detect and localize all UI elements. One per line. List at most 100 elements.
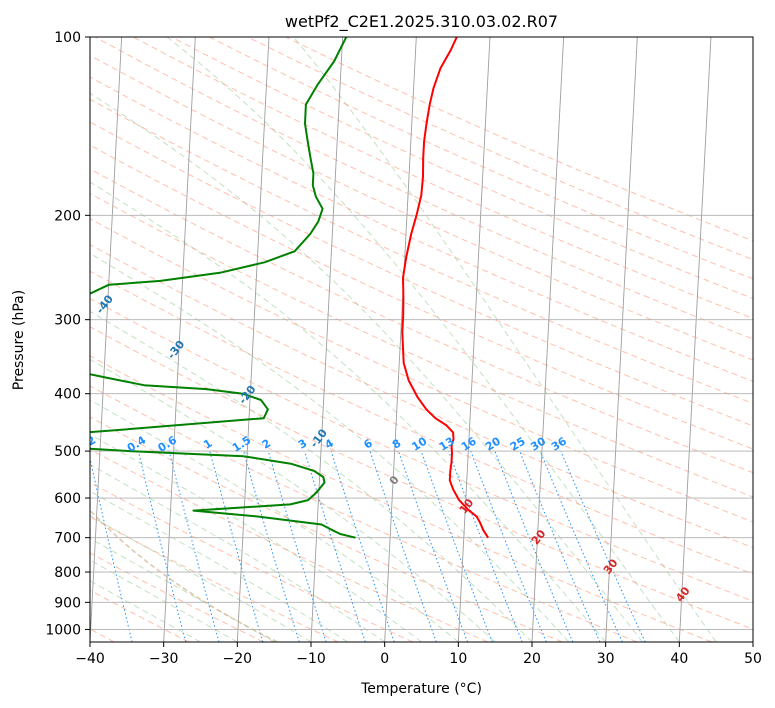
dewpoint-profile (90, 37, 356, 539)
mixing-ratio-label: 1 (201, 437, 214, 452)
mixing-ratio-line (448, 450, 523, 642)
moist-adiabat (90, 559, 238, 642)
x-tick-label: 10 (449, 651, 467, 667)
x-tick-label: −30 (149, 651, 179, 667)
mixing-ratio-line (267, 450, 327, 642)
isotherm-line (457, 37, 491, 642)
moist-adiabat (90, 358, 496, 642)
warm-isotherm-label: 40 (673, 584, 693, 604)
dry-adiabat (90, 168, 753, 474)
isotherms (90, 37, 753, 642)
y-tick-label: 300 (54, 313, 81, 329)
y-axis-title: Pressure (hPa) (11, 290, 27, 390)
y-tick-label: 700 (54, 531, 81, 547)
moist-adiabat (90, 515, 312, 642)
mixing-ratio-line (209, 450, 264, 642)
y-tick-label: 200 (54, 208, 81, 224)
mixing-ratio-line (494, 450, 574, 642)
mixing-ratio-line (168, 450, 220, 642)
temperature-profile (401, 37, 489, 539)
x-tick-label: 20 (523, 651, 541, 667)
mixing-ratio-line (90, 456, 133, 642)
isotherm-line (90, 37, 123, 642)
dry-adiabats (90, 37, 753, 642)
dry-adiabat (90, 121, 753, 427)
mixing-ratio-label: 1.5 (230, 433, 253, 454)
x-tick-label: 50 (744, 651, 762, 667)
dry-adiabat (209, 37, 753, 280)
x-tick-label: 30 (597, 651, 615, 667)
dry-adiabat (90, 589, 190, 642)
moist-adiabat (90, 252, 570, 642)
y-axis: 100 200 300 400 500 600 700 800 900 1000 (45, 30, 90, 638)
x-tick-label: −10 (296, 651, 326, 667)
isotherm-line (310, 37, 344, 642)
isotherm-line (531, 37, 565, 642)
mixing-ratio-line (398, 450, 468, 642)
dry-adiabat (132, 37, 753, 320)
dry-adiabat (90, 98, 753, 404)
y-tick-label: 1000 (45, 622, 81, 638)
lcl-line (90, 509, 278, 642)
pressure-gridlines (90, 37, 753, 630)
profile-series (90, 37, 489, 539)
mixing-ratio-lines (90, 450, 646, 642)
dry-adiabat (90, 54, 753, 361)
dry-adiabat (90, 385, 638, 642)
dry-adiabat (90, 192, 753, 498)
x-tick-label: −20 (223, 651, 253, 667)
isotherm-label: -40 (94, 292, 117, 316)
dry-adiabat (90, 76, 753, 383)
mixing-ratio-line (304, 450, 366, 642)
dry-adiabat (90, 481, 414, 642)
y-tick-label: 800 (54, 565, 81, 581)
dry-adiabat (94, 37, 753, 340)
mixing-ratio-line (519, 450, 601, 642)
dry-adiabat (90, 326, 753, 630)
x-tick-label: 0 (380, 651, 389, 667)
chart-title: wetPf2_C2E1.2025.310.03.02.R07 (285, 12, 558, 32)
mixing-ratio-line (420, 450, 493, 642)
mixing-ratio-label: 0.2 (75, 433, 98, 454)
lcl-curve (90, 509, 278, 642)
moist-adiabat (293, 37, 717, 642)
dry-adiabat (90, 355, 712, 642)
mixing-ratio-line (560, 450, 646, 642)
y-tick-label: 900 (54, 595, 81, 611)
mixing-ratio-line (539, 450, 623, 642)
mixing-ratio-line (470, 450, 547, 642)
moist-adiabat (90, 92, 643, 642)
moist-adiabat (90, 310, 533, 642)
isotherm-line (752, 633, 753, 642)
dry-adiabat (90, 448, 488, 642)
isotherm-line (678, 37, 712, 642)
x-tick-label: 40 (670, 651, 688, 667)
moist-adiabat (90, 433, 422, 642)
warm-isotherm-label: 0 (387, 473, 402, 487)
dry-adiabat (171, 37, 753, 300)
isotherm-line (163, 37, 196, 642)
y-tick-label: 600 (54, 491, 81, 507)
isotherm-label: -50 (22, 248, 45, 272)
plot-frame (89, 36, 754, 643)
dry-adiabat (90, 552, 264, 642)
mixing-ratio-line (369, 450, 437, 642)
dry-adiabat (90, 516, 339, 642)
isotherm-label: -20 (236, 383, 259, 407)
warm-isotherm-label: 20 (529, 527, 549, 547)
y-tick-label: 400 (54, 387, 81, 403)
isotherm-line (605, 37, 638, 642)
mixing-ratio-label: 3 (296, 437, 309, 452)
x-tick-label: −40 (75, 651, 105, 667)
dry-adiabat (90, 297, 753, 602)
mixing-ratio-line (137, 450, 187, 642)
dry-adiabat (285, 37, 753, 242)
moist-adiabat (166, 37, 680, 642)
y-tick-label: 100 (54, 30, 81, 46)
moist-adiabats (90, 37, 717, 642)
x-axis-title: Temperature (°C) (360, 681, 482, 697)
isotherm-line (236, 37, 270, 642)
dry-adiabat (90, 416, 563, 642)
y-tick-label: 500 (54, 444, 81, 460)
